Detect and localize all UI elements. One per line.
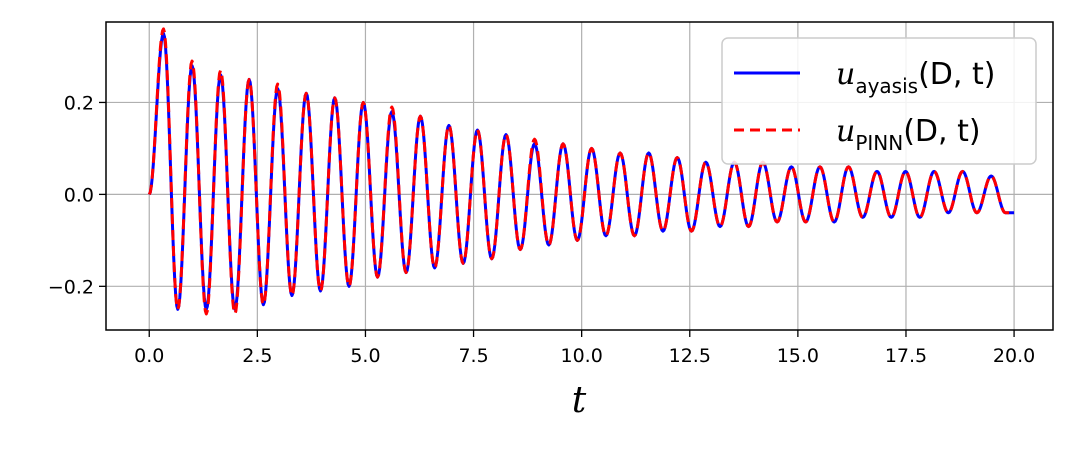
x-tick-label: 15.0	[777, 345, 819, 367]
legend: uayasis(D, t) uPINN(D, t)	[721, 37, 1037, 165]
series-line-pinn	[147, 27, 1015, 316]
x-tick-label: 7.5	[458, 345, 488, 367]
plot-frame	[105, 21, 1054, 331]
x-axis-label: t	[572, 380, 587, 421]
x-tick-label: 10.0	[561, 345, 603, 367]
series-layer	[147, 27, 1015, 316]
x-tick-label: 2.5	[242, 345, 272, 367]
y-tick-label: 0.2	[64, 92, 94, 114]
y-tick-label: −0.2	[48, 276, 94, 298]
y-tick-label: 0.0	[64, 184, 94, 206]
legend-box	[721, 37, 1037, 165]
x-axis-ticks: 0.0 2.5 5.0 7.5 10.0 12.5 15.0 17.5 20.0	[134, 330, 1035, 367]
x-tick-label: 12.5	[669, 345, 711, 367]
x-tick-label: 0.0	[134, 345, 164, 367]
y-axis-ticks: −0.2 0.0 0.2	[48, 92, 106, 298]
x-tick-label: 17.5	[885, 345, 927, 367]
x-tick-label: 5.0	[350, 345, 380, 367]
legend-entry-pinn: uPINN(D, t)	[836, 114, 981, 155]
x-tick-label: 20.0	[993, 345, 1035, 367]
legend-entry-ayasis: uayasis(D, t)	[836, 57, 995, 98]
